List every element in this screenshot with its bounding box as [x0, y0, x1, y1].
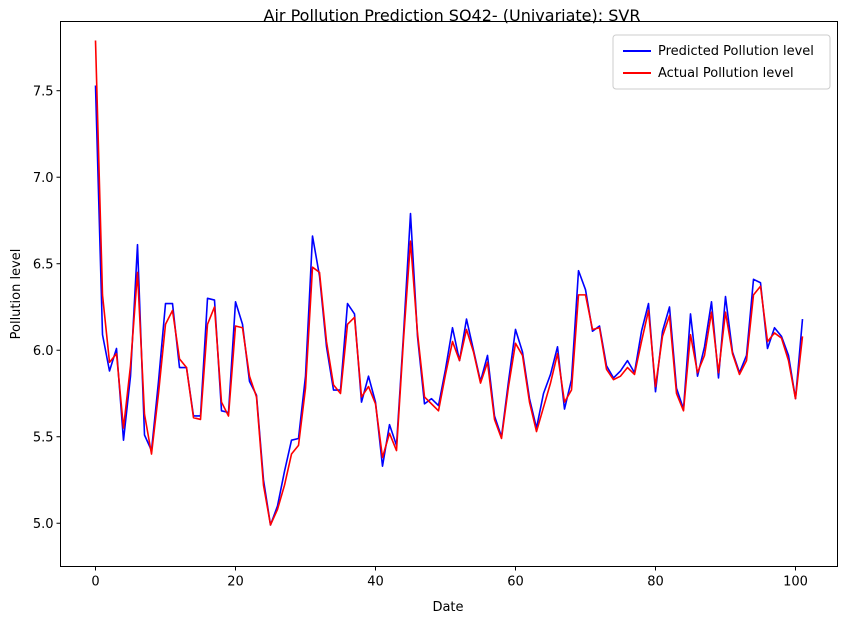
x-axis: 0 20 40 60 80 100: [91, 566, 808, 590]
x-axis-label: Date: [432, 600, 463, 615]
y-tick-label: 7.0: [33, 171, 54, 186]
x-tick-label: 0: [91, 575, 99, 590]
series-layer: [94, 40, 804, 526]
x-tick-label: 100: [783, 575, 808, 590]
legend-label-actual: Actual Pollution level: [658, 66, 794, 81]
y-tick-label: 5.0: [33, 517, 54, 532]
y-axis-label: Pollution level: [9, 249, 24, 340]
x-tick-label: 40: [367, 575, 384, 590]
y-axis: 5.0 5.5 6.0 6.5 7.0 7.5: [33, 85, 61, 532]
series-line-actual: [94, 40, 804, 526]
x-tick-label: 80: [647, 575, 664, 590]
y-tick-label: 6.0: [33, 344, 54, 359]
legend-box: [612, 34, 831, 90]
series-line-predicted: [94, 85, 804, 526]
y-tick-label: 7.5: [33, 85, 54, 100]
x-tick-label: 60: [507, 575, 524, 590]
legend: Predicted Pollution level Actual Polluti…: [612, 34, 831, 90]
y-tick-label: 5.5: [33, 431, 54, 446]
plot-frame: [60, 21, 838, 567]
chart-title: Air Pollution Prediction SO42- (Univaria…: [264, 6, 641, 25]
y-tick-label: 6.5: [33, 258, 54, 273]
legend-label-predicted: Predicted Pollution level: [658, 44, 814, 59]
x-tick-label: 20: [227, 575, 244, 590]
